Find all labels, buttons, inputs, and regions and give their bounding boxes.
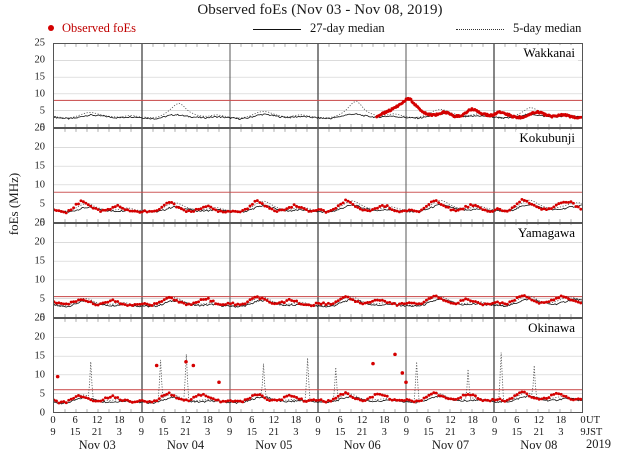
- y-tick-label: 0: [39, 217, 45, 229]
- x-tick-label: 18 3: [290, 415, 302, 438]
- legend-label-median5: 5-day median: [513, 21, 582, 35]
- x-tick-label: 6 15: [158, 415, 169, 438]
- solid-line-icon: [253, 28, 301, 30]
- y-tick-label: 15: [34, 255, 46, 267]
- y-tick-label: 5: [39, 388, 45, 400]
- x-tick-label: 6 15: [423, 415, 434, 438]
- y-tick-label: 0: [39, 407, 45, 419]
- x-tick-label: 12 21: [180, 415, 191, 438]
- x-tick-label: 12 21: [445, 415, 456, 438]
- x-tick-label: 6 15: [246, 415, 258, 438]
- y-tick-label: 20: [34, 54, 46, 66]
- day-label: Nov 07: [431, 438, 470, 452]
- legend-label-observed: Observed foEs: [62, 21, 136, 35]
- y-tick-label: 0: [39, 122, 45, 134]
- y-tick-label: 15: [34, 350, 46, 362]
- y-tick-label: 10: [34, 369, 46, 381]
- dot-marker-icon: [48, 25, 54, 32]
- y-tick-label: 0: [39, 312, 45, 324]
- plot-panel-wakkanai: Wakkanai: [53, 43, 583, 128]
- x-axis-unit-labels: UT JST: [586, 415, 602, 439]
- plot-panel-kokubunji: Kokubunji: [53, 128, 583, 223]
- plot-panel-yamagawa: Yamagawa: [53, 223, 583, 318]
- day-label: Nov 05: [255, 438, 293, 452]
- plot-panel-okinawa: Okinawa: [53, 318, 583, 413]
- y-axis-ticks: 0 5 10 15 20 25 0 5 10 15 20 25 0 5 10 15 20 25 0 5 10 15 20 25: [0, 0, 53, 419]
- x-tick-label: 12 21: [268, 415, 280, 438]
- legend-item-median5: 5-day median: [456, 20, 581, 36]
- x-tick-label: 6 15: [69, 415, 81, 438]
- day-label: Nov 06: [343, 438, 381, 452]
- y-tick-label: 5: [39, 198, 45, 210]
- station-label: Okinawa: [525, 320, 578, 336]
- x-tick-label: 6 15: [334, 415, 346, 438]
- legend-item-observed: Observed foEs: [48, 20, 136, 36]
- page-title: Observed foEs (Nov 03 - Nov 08, 2019): [197, 2, 443, 18]
- x-tick-label: 6 15: [511, 415, 523, 438]
- x-tick-label: 18 3: [202, 415, 213, 438]
- x-tick-label: 18 3: [114, 415, 125, 438]
- day-label: Nov 08: [520, 438, 558, 452]
- y-tick-label: 10: [34, 179, 46, 191]
- x-tick-label: 12 21: [533, 415, 545, 438]
- y-tick-label: 20: [34, 331, 46, 343]
- y-tick-label: 25: [34, 122, 46, 134]
- plot-panels: Wakkanai Kokubunji Yamagawa Okinawa: [53, 43, 583, 413]
- dotted-line-icon: [456, 28, 504, 30]
- y-tick-label: 10: [34, 274, 46, 286]
- y-tick-label: 25: [34, 37, 46, 49]
- y-tick-label: 5: [39, 293, 45, 305]
- station-label: Yamagawa: [514, 225, 578, 241]
- y-tick-label: 25: [34, 217, 46, 229]
- y-tick-label: 5: [39, 105, 45, 117]
- y-tick-label: 15: [34, 160, 46, 172]
- x-tick-label: 18 3: [555, 415, 567, 438]
- day-label: Nov 04: [166, 438, 205, 452]
- y-tick-label: 10: [34, 88, 46, 100]
- y-tick-label: 25: [34, 312, 46, 324]
- y-tick-label: 15: [34, 71, 46, 83]
- station-label: Kokubunji: [516, 130, 578, 146]
- x-tick-label: 18 3: [379, 415, 390, 438]
- day-label: Nov 03: [78, 438, 116, 452]
- year-label: 2019: [586, 437, 611, 451]
- legend-label-median27: 27-day median: [310, 21, 385, 35]
- x-tick-label: 12 21: [91, 415, 103, 438]
- legend: Observed foEs 27-day median 5-day median: [48, 20, 623, 36]
- ut-label: UT: [586, 415, 600, 426]
- x-tick-label: 18 3: [467, 415, 478, 438]
- y-tick-label: 20: [34, 236, 46, 248]
- x-axis-ticks: 0 9 6 15 12 21 18 3 0 9 6 15 12 21 18 3 0 9 6 15 12 21 18 3 0 9 6 1…: [50, 415, 586, 441]
- jst-label: JST: [586, 427, 603, 438]
- station-label: Wakkanai: [520, 45, 578, 61]
- y-tick-label: 20: [34, 141, 46, 153]
- legend-item-median27: 27-day median: [253, 20, 385, 36]
- x-tick-label: 12 21: [356, 415, 368, 438]
